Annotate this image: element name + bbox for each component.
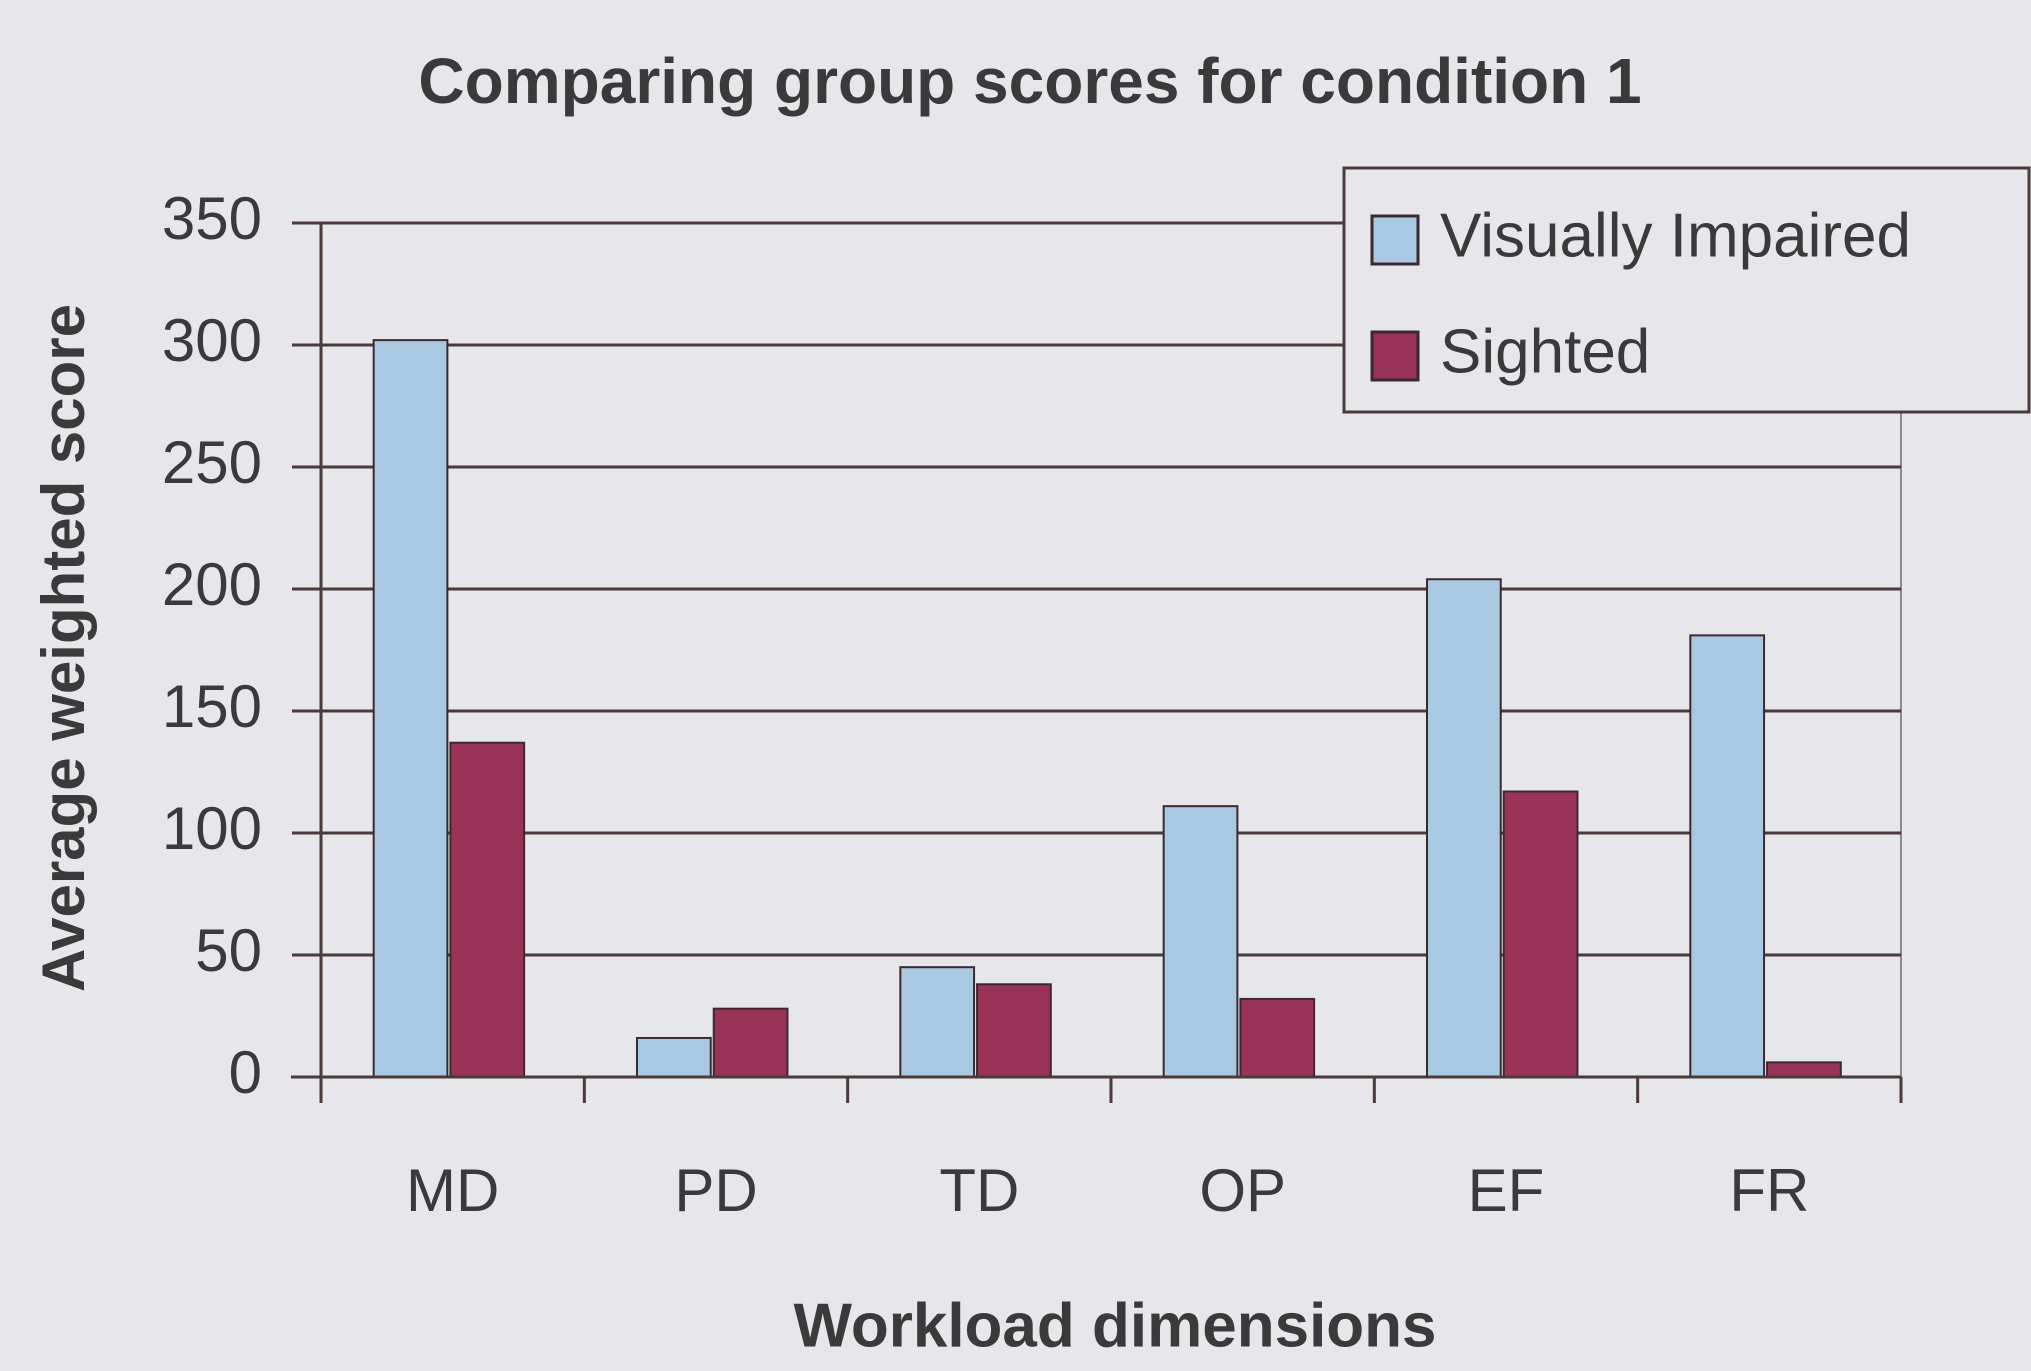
bar xyxy=(1689,634,1766,1078)
x-tick-label: FR xyxy=(1729,1157,1809,1224)
bar xyxy=(372,339,449,1078)
legend-swatch xyxy=(1370,214,1420,266)
legend-swatch xyxy=(1370,330,1420,382)
x-tick-label: TD xyxy=(939,1157,1019,1224)
x-axis-label: Workload dimensions xyxy=(793,1291,1436,1360)
chart-title: Comparing group scores for condition 1 xyxy=(418,45,1641,117)
bar xyxy=(1766,1061,1842,1078)
bar xyxy=(1502,790,1579,1079)
bar xyxy=(712,1007,789,1078)
legend-label: Visually Impaired xyxy=(1440,201,1911,270)
x-tick-label: EF xyxy=(1468,1157,1545,1224)
bar xyxy=(636,1036,712,1078)
bar xyxy=(1162,805,1239,1078)
y-tick-label: 200 xyxy=(162,551,262,618)
y-tick-label: 350 xyxy=(162,185,262,252)
bar xyxy=(1239,997,1316,1078)
y-tick-label: 150 xyxy=(162,673,262,740)
legend-box xyxy=(1342,166,2031,414)
x-tick-label: PD xyxy=(674,1157,757,1224)
x-tick-label: OP xyxy=(1199,1157,1286,1224)
legend-label: Sighted xyxy=(1440,317,1650,386)
y-tick-label: 0 xyxy=(229,1039,262,1106)
bar xyxy=(976,983,1052,1079)
bar xyxy=(899,966,976,1079)
bar xyxy=(1426,578,1502,1078)
y-tick-label: 100 xyxy=(162,795,262,862)
y-tick-label: 50 xyxy=(195,917,262,984)
y-axis-label: Average weighted score xyxy=(30,304,97,992)
y-tick-label: 250 xyxy=(162,429,262,496)
bar xyxy=(449,741,526,1078)
x-tick-label: MD xyxy=(406,1157,499,1224)
y-tick-label: 300 xyxy=(162,307,262,374)
